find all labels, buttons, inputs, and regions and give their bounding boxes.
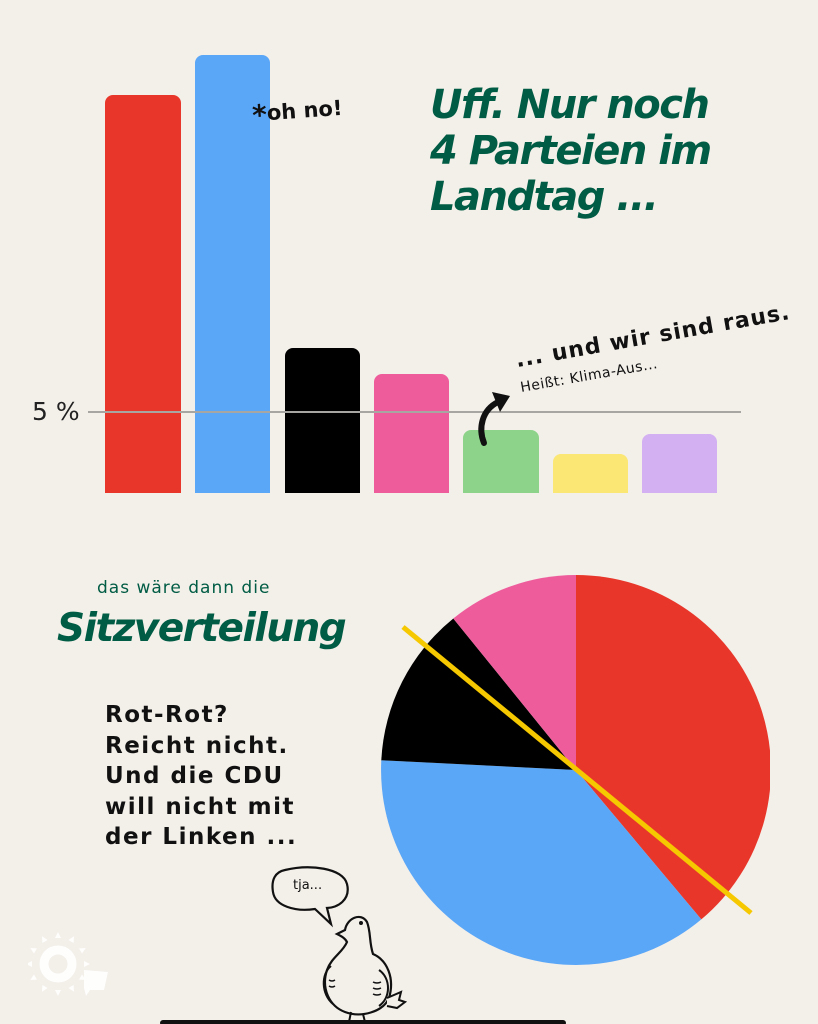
sunflower-logo-icon [28, 932, 108, 996]
bar-green [463, 430, 539, 493]
oh-no-annotation: *oh no! [251, 89, 344, 132]
pie-slice-blue [381, 760, 702, 965]
asterisk-icon: * [251, 98, 269, 133]
speech-bubble-icon [271, 866, 349, 928]
speech-bubble-text: tja... [293, 878, 323, 893]
threshold-label: 5 % [32, 397, 80, 426]
bar-black [285, 348, 360, 493]
pie-slice-red [576, 575, 770, 920]
headline: Uff. Nur noch 4 Parteien im Landtag ... [430, 82, 770, 220]
bar-red [105, 95, 181, 493]
section-subtitle: das wäre dann die [97, 578, 271, 598]
bar-yellow [553, 454, 628, 493]
pie-slice-pink [453, 575, 576, 770]
curved-arrow-icon [478, 392, 510, 446]
headline-line-3: Landtag ... [430, 174, 659, 220]
pigeon-illustration [271, 866, 408, 1023]
bar-pink [374, 374, 449, 493]
headline-line-2: 4 Parteien im [430, 128, 712, 174]
bar-purple [642, 434, 717, 493]
body-text: Rot-Rot? Reicht nicht. Und die CDU will … [105, 702, 298, 850]
bar-blue [195, 55, 270, 493]
threshold-line [88, 411, 741, 413]
bar-chart: 5 % *oh no! ... und wir sind raus. Heißt… [0, 0, 818, 510]
ground-line [160, 1020, 566, 1024]
headline-line-1: Uff. Nur noch [430, 82, 710, 128]
pie-chart [381, 575, 770, 965]
section-title: Sitzverteilung [57, 606, 347, 651]
oh-no-text: oh no! [266, 95, 344, 126]
cross-out-line [401, 625, 753, 915]
